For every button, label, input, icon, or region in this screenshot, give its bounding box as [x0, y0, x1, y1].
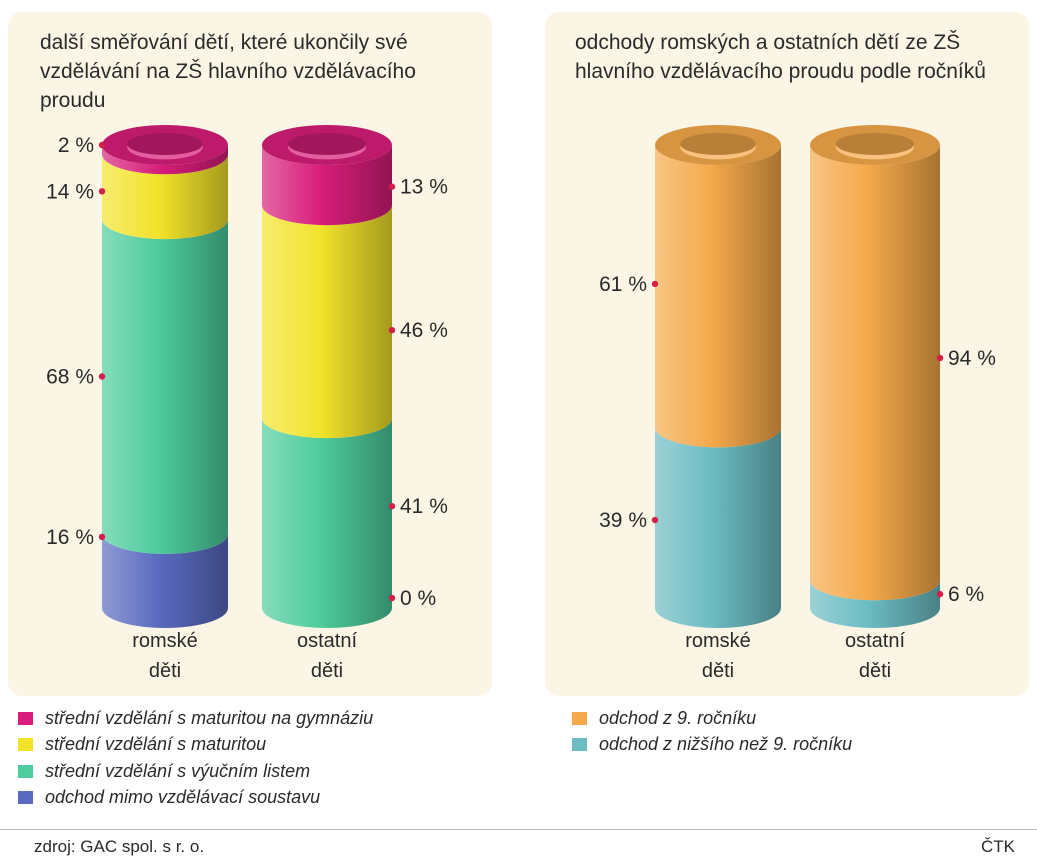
right-chart-panel: odchody romských a ostatních dětí ze ZŠ … [545, 12, 1029, 696]
legend-label: odchod z 9. ročníku [599, 707, 757, 728]
right-chart-title: odchody romských a ostatních dětí ze ZŠ … [575, 31, 986, 83]
bar-segment [810, 580, 940, 628]
legend-item-maturita: střední vzdělání s maturitou [18, 732, 373, 759]
legend-label: střední vzdělání s maturitou na gymnáziu [45, 707, 374, 728]
legend-item-gymnasium: střední vzdělání s maturitou na gymnáziu [18, 705, 373, 732]
category-label: děti [859, 660, 891, 682]
bar-segment [102, 154, 229, 240]
left-chart-panel: další směřování dětí, které ukončily své… [8, 12, 492, 696]
cylinder-inner [836, 133, 914, 155]
value-label: 94 % [948, 347, 996, 370]
cylinder-bar: 0 % 41 % 46 % 13 % ostatní děti [262, 125, 448, 682]
category-label: děti [702, 660, 734, 682]
value-label: 6 % [948, 583, 984, 606]
bar-segment [262, 418, 392, 628]
legend-label: odchod z nižšího než 9. ročníku [599, 734, 853, 755]
legend-item-vyucni-list: střední vzdělání s výučním listem [18, 758, 373, 785]
category-label: ostatní [845, 630, 905, 652]
value-marker-dot [98, 533, 106, 541]
right-legend: odchod z 9. ročníku odchod z nižšího než… [572, 705, 852, 758]
legend-label: odchod mimo vzdělávací soustavu [45, 787, 321, 808]
value-marker-dot [388, 327, 396, 334]
legend-swatch [18, 764, 33, 778]
category-label: ostatní [297, 630, 357, 652]
cylinder-inner [127, 133, 203, 155]
category-label: děti [311, 660, 343, 682]
legend-swatch [18, 711, 33, 725]
bar-segment [810, 145, 940, 601]
value-label: 46 % [400, 319, 448, 342]
legend-swatch [18, 738, 33, 752]
value-marker-dot [388, 183, 396, 190]
legend-swatch [572, 738, 587, 752]
source-credit: zdroj: GAC spol. s r. o. [34, 837, 205, 856]
value-marker-dot [651, 280, 659, 288]
agency-credit: ČTK [981, 837, 1015, 856]
value-marker-dot [98, 141, 106, 149]
bar-segment [262, 145, 392, 226]
cylinder-bar: 6 % 94 % ostatní děti [810, 125, 996, 682]
legend-item-mimo-soustavu: odchod mimo vzdělávací soustavu [18, 785, 373, 812]
value-marker-dot [98, 373, 106, 380]
cylinder-inner [680, 133, 756, 155]
bar-segment [655, 427, 781, 628]
category-label: děti [149, 660, 181, 682]
value-label: 61 % [599, 273, 647, 296]
category-label: romské [685, 630, 751, 652]
value-marker-dot [98, 188, 106, 195]
bar-segment [655, 145, 781, 448]
bar-segment [262, 205, 392, 439]
footer-divider [0, 829, 1037, 830]
value-label: 41 % [400, 495, 448, 518]
left-chart-title: další směřování dětí, které ukončily své… [40, 31, 416, 112]
bar-segment [102, 145, 228, 175]
legend-item-9-rocnik: odchod z 9. ročníku [572, 705, 852, 732]
cylinder-bar: 16 % 68 % 14 % 2 % romské děti [46, 125, 229, 682]
value-label: 39 % [599, 509, 647, 532]
cylinder-bar: 39 % 61 % romské děti [599, 125, 781, 682]
legend-swatch [572, 711, 587, 725]
bar-segment [102, 219, 229, 554]
value-marker-dot [388, 502, 396, 510]
value-label: 0 % [400, 587, 436, 610]
value-marker-dot [388, 594, 396, 602]
legend-swatch [18, 791, 33, 805]
value-marker-dot [651, 516, 659, 524]
bar-segment [102, 533, 229, 628]
value-label: 16 % [46, 526, 94, 549]
value-label: 2 % [58, 134, 94, 157]
value-label: 68 % [46, 366, 94, 389]
category-label: romské [132, 630, 198, 652]
value-label: 14 % [46, 180, 94, 203]
value-label: 13 % [400, 176, 448, 199]
cylinder-inner [288, 133, 366, 155]
left-legend: střední vzdělání s maturitou na gymnáziu… [18, 705, 373, 811]
legend-item-nizsi-rocnik: odchod z nižšího než 9. ročníku [572, 732, 852, 759]
value-marker-dot [936, 354, 944, 362]
legend-label: střední vzdělání s maturitou [45, 734, 267, 755]
value-marker-dot [936, 590, 944, 598]
legend-label: střední vzdělání s výučním listem [45, 760, 311, 781]
